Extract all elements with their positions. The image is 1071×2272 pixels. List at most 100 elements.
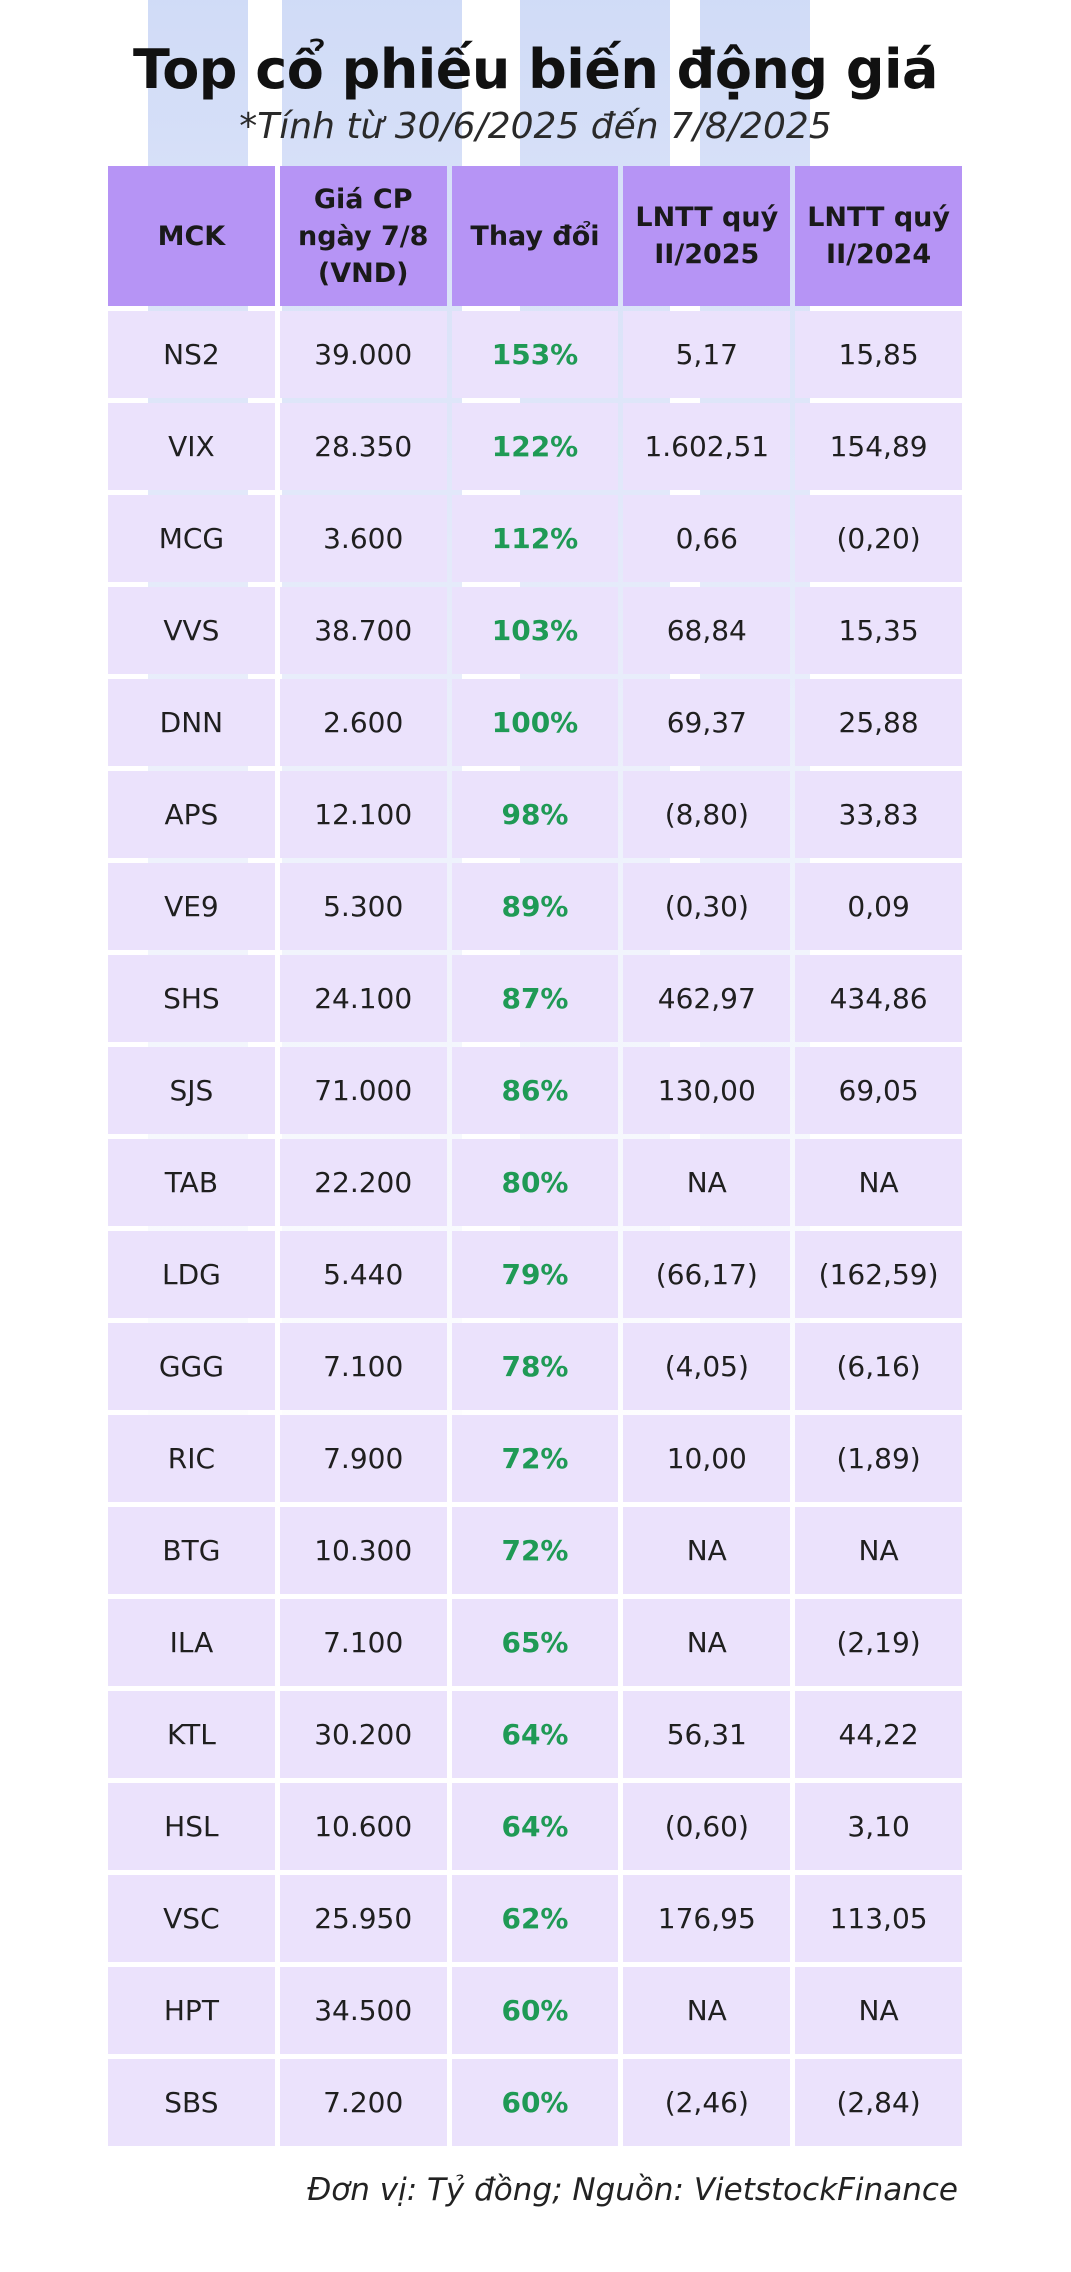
cell-price: 5.440 <box>279 1231 447 1318</box>
table-row: HSL 10.600 64% (0,60) 3,10 <box>108 1783 962 1870</box>
cell-price: 7.900 <box>279 1415 447 1502</box>
cell-change: 103% <box>451 587 619 674</box>
table-row: SHS 24.100 87% 462,97 434,86 <box>108 955 962 1042</box>
cell-mck: RIC <box>108 1415 275 1502</box>
table-header-row: MCK Giá CP ngày 7/8 (VND) Thay đổi LNTT … <box>108 166 962 306</box>
cell-price: 71.000 <box>279 1047 447 1134</box>
cell-change: 122% <box>451 403 619 490</box>
cell-mck: VIX <box>108 403 275 490</box>
cell-lntt-2025: 462,97 <box>623 955 791 1042</box>
cell-mck: VVS <box>108 587 275 674</box>
cell-price: 5.300 <box>279 863 447 950</box>
cell-lntt-2024: 434,86 <box>795 955 962 1042</box>
cell-lntt-2024: (1,89) <box>795 1415 962 1502</box>
cell-price: 7.100 <box>279 1599 447 1686</box>
cell-lntt-2025: NA <box>623 1507 791 1594</box>
cell-mck: BTG <box>108 1507 275 1594</box>
cell-lntt-2025: (8,80) <box>623 771 791 858</box>
cell-lntt-2025: (4,05) <box>623 1323 791 1410</box>
cell-mck: DNN <box>108 679 275 766</box>
cell-price: 7.200 <box>279 2059 447 2146</box>
cell-lntt-2025: 5,17 <box>623 311 791 398</box>
table-row: SJS 71.000 86% 130,00 69,05 <box>108 1047 962 1134</box>
cell-change: 62% <box>451 1875 619 1962</box>
cell-lntt-2024: 69,05 <box>795 1047 962 1134</box>
source-note: Đơn vị: Tỷ đồng; Nguồn: VietstockFinance <box>307 2172 958 2208</box>
cell-mck: GGG <box>108 1323 275 1410</box>
cell-mck: HSL <box>108 1783 275 1870</box>
cell-lntt-2025: 10,00 <box>623 1415 791 1502</box>
cell-lntt-2025: (0,30) <box>623 863 791 950</box>
cell-mck: SHS <box>108 955 275 1042</box>
cell-lntt-2025: (0,60) <box>623 1783 791 1870</box>
table-row: VIX 28.350 122% 1.602,51 154,89 <box>108 403 962 490</box>
cell-lntt-2024: 0,09 <box>795 863 962 950</box>
page-subtitle: *Tính từ 30/6/2025 đến 7/8/2025 <box>239 106 832 147</box>
header-change: Thay đổi <box>451 166 619 306</box>
cell-lntt-2024: 44,22 <box>795 1691 962 1778</box>
cell-lntt-2025: NA <box>623 1599 791 1686</box>
cell-change: 98% <box>451 771 619 858</box>
cell-lntt-2025: (2,46) <box>623 2059 791 2146</box>
cell-lntt-2024: NA <box>795 1507 962 1594</box>
cell-lntt-2024: 25,88 <box>795 679 962 766</box>
cell-lntt-2024: (2,19) <box>795 1599 962 1686</box>
cell-lntt-2024: 15,85 <box>795 311 962 398</box>
cell-lntt-2025: 176,95 <box>623 1875 791 1962</box>
cell-mck: HPT <box>108 1967 275 2054</box>
table-row: TAB 22.200 80% NA NA <box>108 1139 962 1226</box>
cell-lntt-2024: 154,89 <box>795 403 962 490</box>
cell-lntt-2024: NA <box>795 1139 962 1226</box>
cell-price: 12.100 <box>279 771 447 858</box>
cell-change: 100% <box>451 679 619 766</box>
cell-lntt-2024: (2,84) <box>795 2059 962 2146</box>
cell-change: 79% <box>451 1231 619 1318</box>
cell-change: 60% <box>451 1967 619 2054</box>
cell-change: 64% <box>451 1783 619 1870</box>
cell-lntt-2024: (162,59) <box>795 1231 962 1318</box>
cell-change: 112% <box>451 495 619 582</box>
cell-price: 7.100 <box>279 1323 447 1410</box>
cell-mck: SBS <box>108 2059 275 2146</box>
header-lntt-2024: LNTT quý II/2024 <box>795 166 962 306</box>
cell-change: 64% <box>451 1691 619 1778</box>
cell-lntt-2025: 130,00 <box>623 1047 791 1134</box>
table-row: RIC 7.900 72% 10,00 (1,89) <box>108 1415 962 1502</box>
table-row: VVS 38.700 103% 68,84 15,35 <box>108 587 962 674</box>
cell-price: 10.600 <box>279 1783 447 1870</box>
cell-price: 30.200 <box>279 1691 447 1778</box>
table-row: BTG 10.300 72% NA NA <box>108 1507 962 1594</box>
cell-lntt-2024: 33,83 <box>795 771 962 858</box>
cell-lntt-2024: 3,10 <box>795 1783 962 1870</box>
cell-mck: LDG <box>108 1231 275 1318</box>
cell-mck: APS <box>108 771 275 858</box>
table-row: ILA 7.100 65% NA (2,19) <box>108 1599 962 1686</box>
cell-mck: KTL <box>108 1691 275 1778</box>
cell-lntt-2024: 15,35 <box>795 587 962 674</box>
cell-change: 87% <box>451 955 619 1042</box>
cell-lntt-2025: NA <box>623 1139 791 1226</box>
cell-price: 2.600 <box>279 679 447 766</box>
cell-mck: NS2 <box>108 311 275 398</box>
cell-change: 72% <box>451 1507 619 1594</box>
cell-price: 22.200 <box>279 1139 447 1226</box>
cell-price: 3.600 <box>279 495 447 582</box>
cell-mck: VSC <box>108 1875 275 1962</box>
cell-lntt-2024: (0,20) <box>795 495 962 582</box>
table-row: VE9 5.300 89% (0,30) 0,09 <box>108 863 962 950</box>
cell-price: 24.100 <box>279 955 447 1042</box>
cell-price: 39.000 <box>279 311 447 398</box>
cell-mck: ILA <box>108 1599 275 1686</box>
cell-change: 65% <box>451 1599 619 1686</box>
cell-mck: VE9 <box>108 863 275 950</box>
cell-lntt-2024: NA <box>795 1967 962 2054</box>
table-row: GGG 7.100 78% (4,05) (6,16) <box>108 1323 962 1410</box>
cell-lntt-2024: 113,05 <box>795 1875 962 1962</box>
cell-change: 89% <box>451 863 619 950</box>
table-row: MCG 3.600 112% 0,66 (0,20) <box>108 495 962 582</box>
cell-lntt-2025: 0,66 <box>623 495 791 582</box>
cell-price: 34.500 <box>279 1967 447 2054</box>
cell-lntt-2025: 69,37 <box>623 679 791 766</box>
cell-lntt-2025: NA <box>623 1967 791 2054</box>
table-row: VSC 25.950 62% 176,95 113,05 <box>108 1875 962 1962</box>
